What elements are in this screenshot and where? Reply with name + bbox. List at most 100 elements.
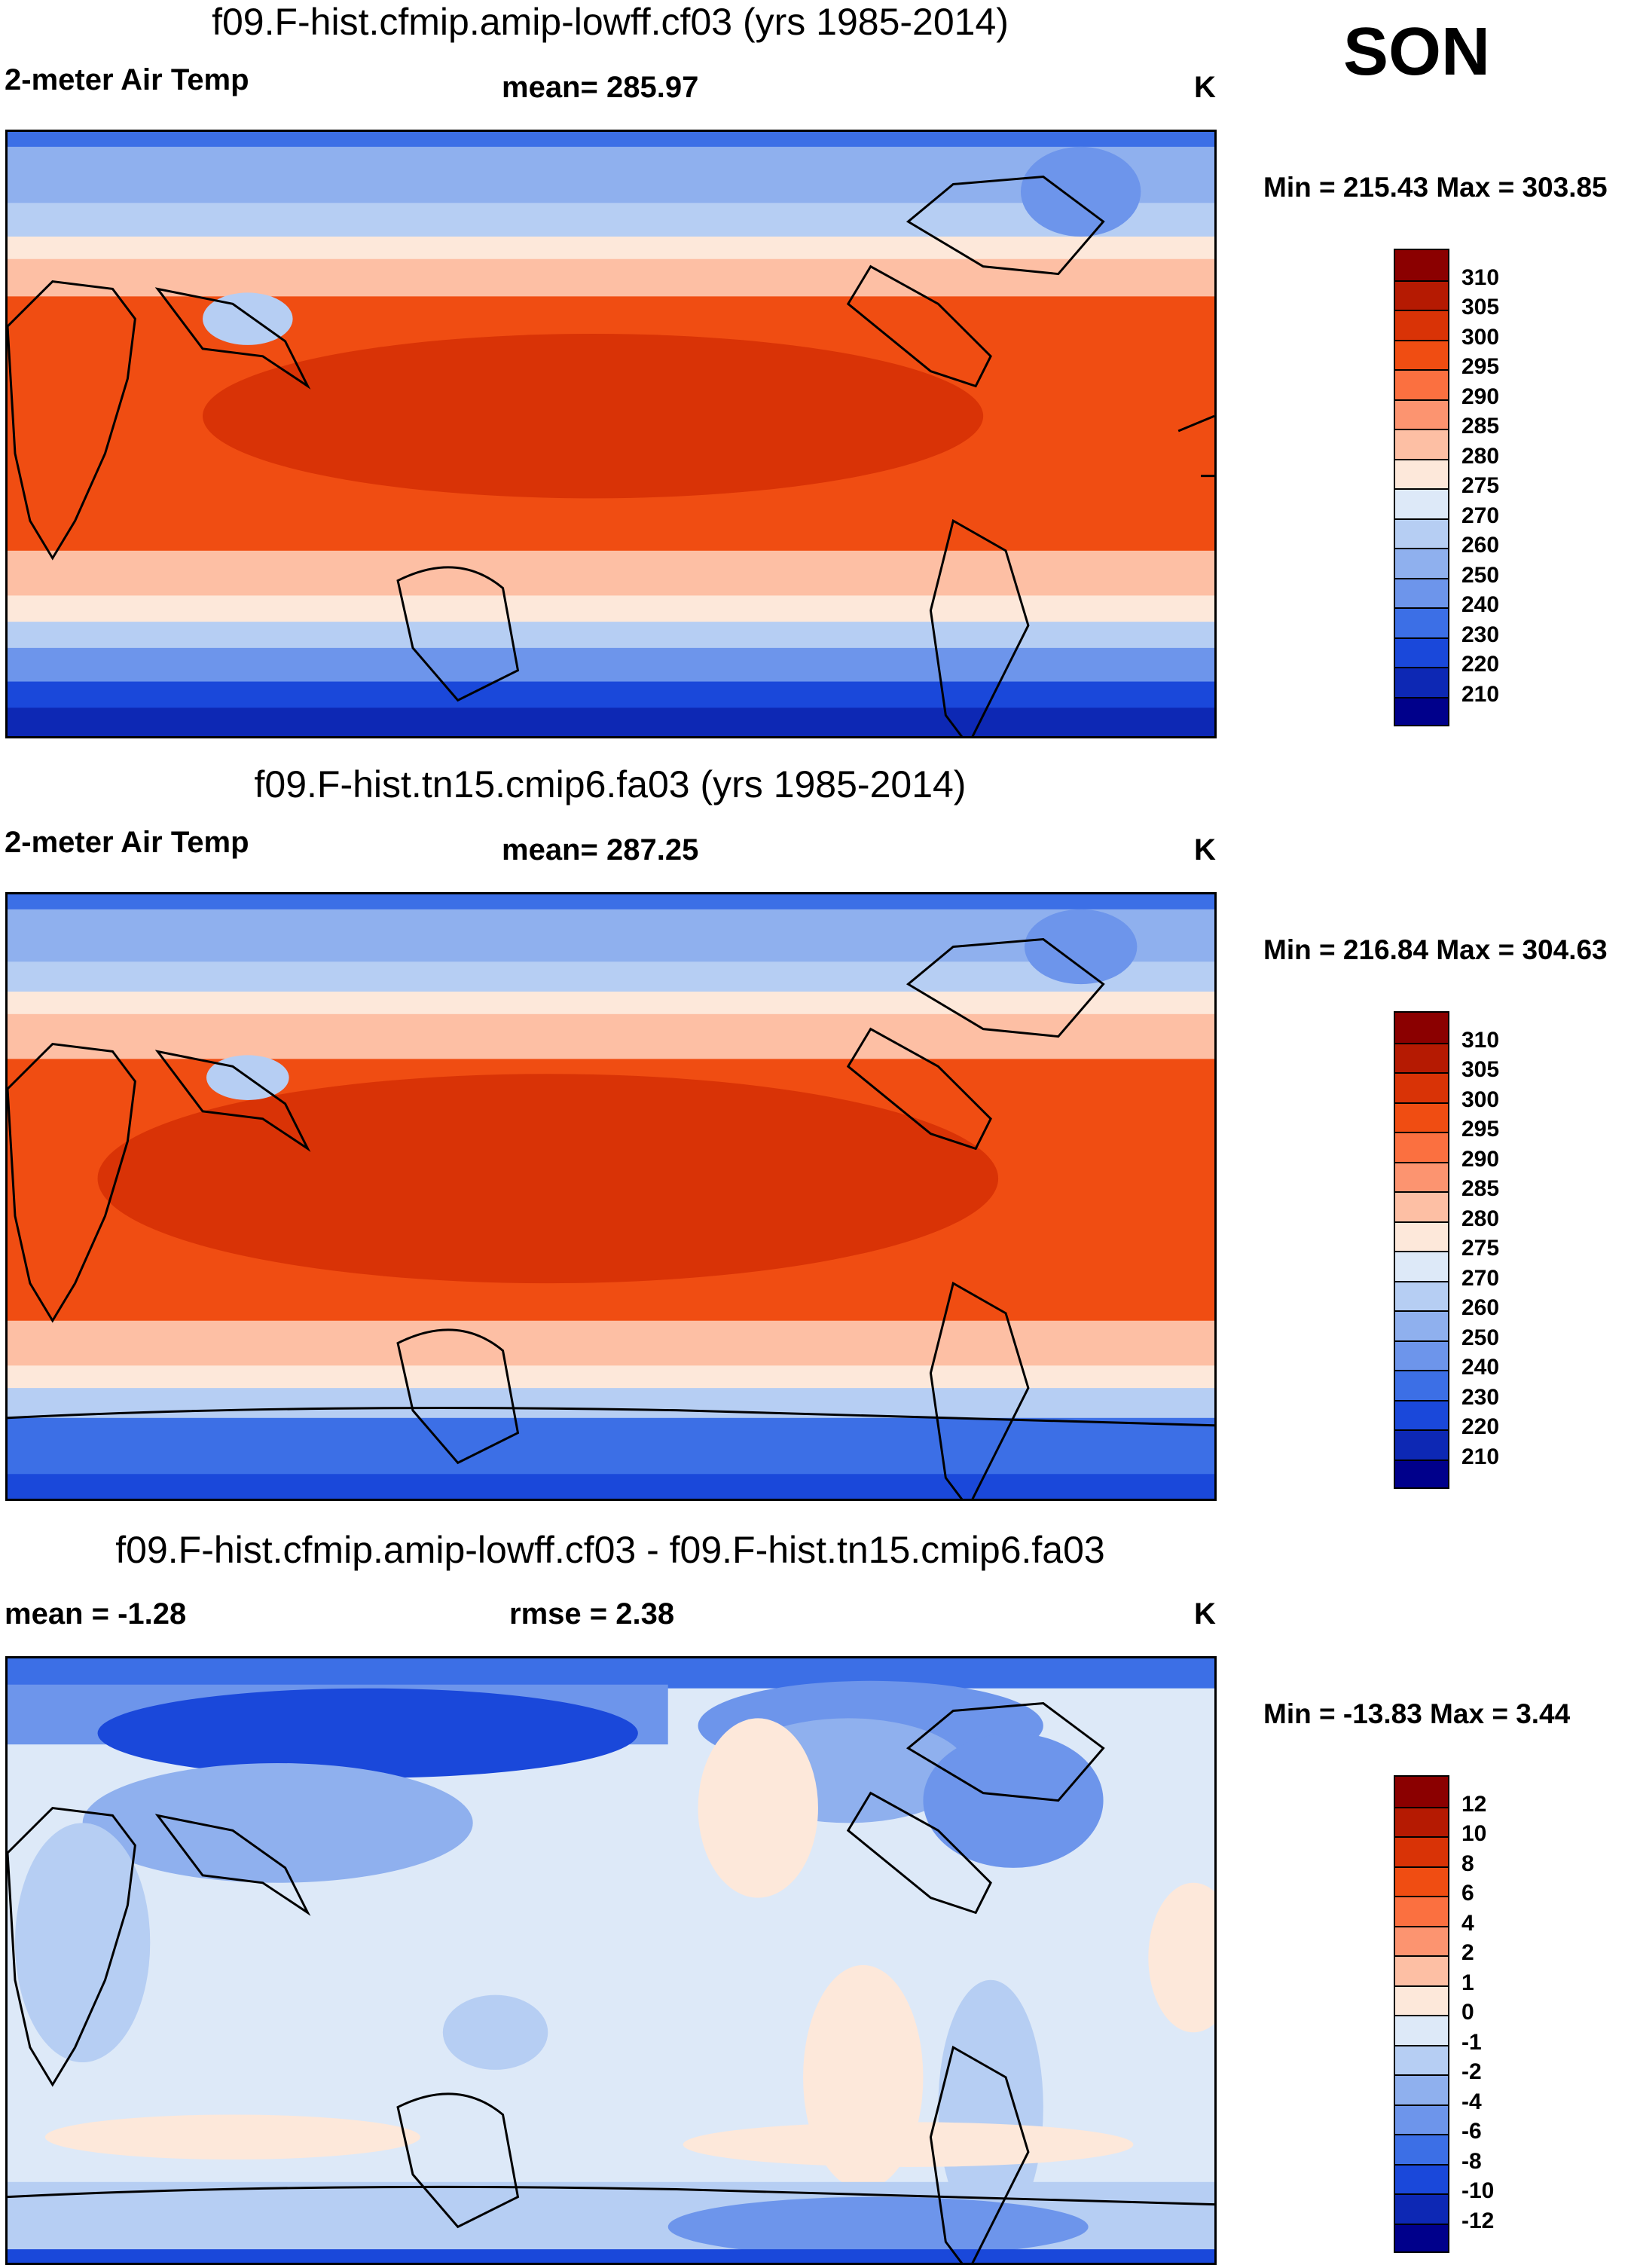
panel-3-colorbar-tick: 2 — [1461, 1940, 1474, 1965]
season-label: SON — [1343, 14, 1491, 90]
colorbar-segment — [1395, 369, 1448, 399]
colorbar-segment — [1395, 518, 1448, 548]
panel-3-colorbar-tick: -6 — [1461, 2119, 1482, 2144]
colorbar-segment — [1395, 2224, 1448, 2251]
colorbar-segment — [1395, 2074, 1448, 2104]
panel-2-colorbar-tick: 260 — [1461, 1295, 1500, 1320]
panel-2-colorbar-tick: 220 — [1461, 1414, 1500, 1439]
panel-2-colorbar-tick: 310 — [1461, 1028, 1500, 1053]
colorbar-segment — [1395, 1132, 1448, 1162]
panel-2-colorbar-tick: 210 — [1461, 1444, 1500, 1469]
panel-1-minmax: Min = 215.43 Max = 303.85 — [1263, 172, 1608, 203]
colorbar-segment — [1395, 2015, 1448, 2045]
colorbar-segment — [1395, 1370, 1448, 1400]
colorbar-segment — [1395, 1985, 1448, 2015]
colorbar-segment — [1395, 1162, 1448, 1191]
colorbar-segment — [1395, 1400, 1448, 1429]
colorbar-segment — [1395, 1072, 1448, 1102]
panel-1-colorbar-tick: 250 — [1461, 563, 1500, 588]
panel-1-colorbar-tick: 270 — [1461, 503, 1500, 528]
panel-3-colorbar-tick: 6 — [1461, 1881, 1474, 1906]
panel-3-colorbar-tick: -2 — [1461, 2059, 1482, 2084]
colorbar-segment — [1395, 2193, 1448, 2224]
colorbar-segment — [1395, 1013, 1448, 1043]
panel-3-map — [5, 1656, 1217, 2265]
panel-1-map — [5, 130, 1217, 738]
panel-2-colorbar-tick: 290 — [1461, 1147, 1500, 1172]
panel-3-colorbar-tick: 4 — [1461, 1911, 1474, 1936]
panel-1-colorbar-tick: 280 — [1461, 444, 1500, 469]
panel-2-colorbar-tick: 300 — [1461, 1087, 1500, 1112]
panel-2-colorbar-tick: 275 — [1461, 1236, 1500, 1261]
panel-1-colorbar-tick: 260 — [1461, 533, 1500, 558]
colorbar-segment — [1395, 1866, 1448, 1896]
colorbar-segment — [1395, 548, 1448, 578]
colorbar-segment — [1395, 2134, 1448, 2164]
colorbar-segment — [1395, 2104, 1448, 2134]
panel-2-colorbar-tick: 305 — [1461, 1057, 1500, 1082]
colorbar-segment — [1395, 1251, 1448, 1281]
panel-3-colorbar-tick: -12 — [1461, 2208, 1495, 2233]
colorbar-segment — [1395, 459, 1448, 488]
panel-1-colorbar-tick: 230 — [1461, 622, 1500, 647]
panel-2-colorbar-tick: 280 — [1461, 1206, 1500, 1231]
colorbar-segment — [1395, 429, 1448, 459]
colorbar-segment — [1395, 1191, 1448, 1221]
colorbar-segment — [1395, 488, 1448, 518]
panel-1-colorbar-tick: 290 — [1461, 384, 1500, 409]
panel-3-colorbar-tick: 0 — [1461, 2000, 1474, 2025]
colorbar-segment — [1395, 2045, 1448, 2074]
colorbar-segment — [1395, 1043, 1448, 1072]
panel-3-mean-label: mean = -1.28 — [5, 1597, 187, 1631]
panel-1-colorbar-tick: 210 — [1461, 682, 1500, 707]
panel-3-units-label: K — [1194, 1597, 1216, 1631]
panel-1-left-label: 2-meter Air Temp — [5, 63, 249, 96]
panel-3-colorbar-tick: -1 — [1461, 2030, 1482, 2055]
colorbar-segment — [1395, 1807, 1448, 1836]
colorbar-segment — [1395, 1429, 1448, 1460]
panel-1-colorbar — [1394, 249, 1449, 726]
panel-3-colorbar-tick: 10 — [1461, 1821, 1487, 1846]
panel-2-colorbar-tick: 285 — [1461, 1176, 1500, 1201]
colorbar-segment — [1395, 578, 1448, 607]
panel-1-title: f09.F-hist.cfmip.amip-lowff.cf03 (yrs 19… — [212, 1, 1009, 43]
panel-1-coastlines — [8, 176, 1214, 736]
colorbar-segment — [1395, 340, 1448, 369]
panel-1-colorbar-tick: 240 — [1461, 592, 1500, 617]
colorbar-segment — [1395, 1955, 1448, 1985]
colorbar-segment — [1395, 2164, 1448, 2193]
colorbar-segment — [1395, 637, 1448, 667]
panel-3-colorbar — [1394, 1775, 1449, 2253]
panel-2-colorbar — [1394, 1011, 1449, 1489]
panel-2-title: f09.F-hist.tn15.cmip6.fa03 (yrs 1985-201… — [254, 763, 967, 805]
colorbar-segment — [1395, 1281, 1448, 1310]
colorbar-segment — [1395, 697, 1448, 725]
panel-2-colorbar-tick: 250 — [1461, 1325, 1500, 1350]
colorbar-segment — [1395, 1340, 1448, 1370]
colorbar-segment — [1395, 667, 1448, 697]
panel-1-colorbar-tick: 300 — [1461, 325, 1500, 350]
panel-1-colorbar-tick: 305 — [1461, 295, 1500, 319]
colorbar-segment — [1395, 1460, 1448, 1487]
panel-3-colorbar-tick: -4 — [1461, 2089, 1482, 2114]
panel-2-map — [5, 892, 1217, 1501]
panel-3-coastlines — [8, 1702, 1214, 2263]
colorbar-segment — [1395, 280, 1448, 310]
panel-1-colorbar-tick: 295 — [1461, 354, 1500, 379]
panel-1-colorbar-tick: 285 — [1461, 414, 1500, 439]
panel-2-colorbar-tick: 295 — [1461, 1117, 1500, 1142]
colorbar-segment — [1395, 250, 1448, 280]
panel-3-rmse-label: rmse = 2.38 — [509, 1597, 675, 1631]
panel-2-minmax: Min = 216.84 Max = 304.63 — [1263, 934, 1608, 965]
colorbar-segment — [1395, 607, 1448, 637]
panel-2-units-label: K — [1194, 833, 1216, 867]
colorbar-segment — [1395, 1102, 1448, 1132]
panel-2-coastlines — [8, 938, 1214, 1499]
panel-3-colorbar-tick: 1 — [1461, 1970, 1474, 1995]
panel-3-colorbar-tick: 8 — [1461, 1851, 1474, 1876]
panel-1-units-label: K — [1194, 71, 1216, 104]
panel-1-colorbar-tick: 275 — [1461, 473, 1500, 498]
panel-2-colorbar-tick: 270 — [1461, 1266, 1500, 1291]
panel-3-colorbar-tick: -8 — [1461, 2149, 1482, 2174]
panel-2-colorbar-tick: 230 — [1461, 1385, 1500, 1410]
